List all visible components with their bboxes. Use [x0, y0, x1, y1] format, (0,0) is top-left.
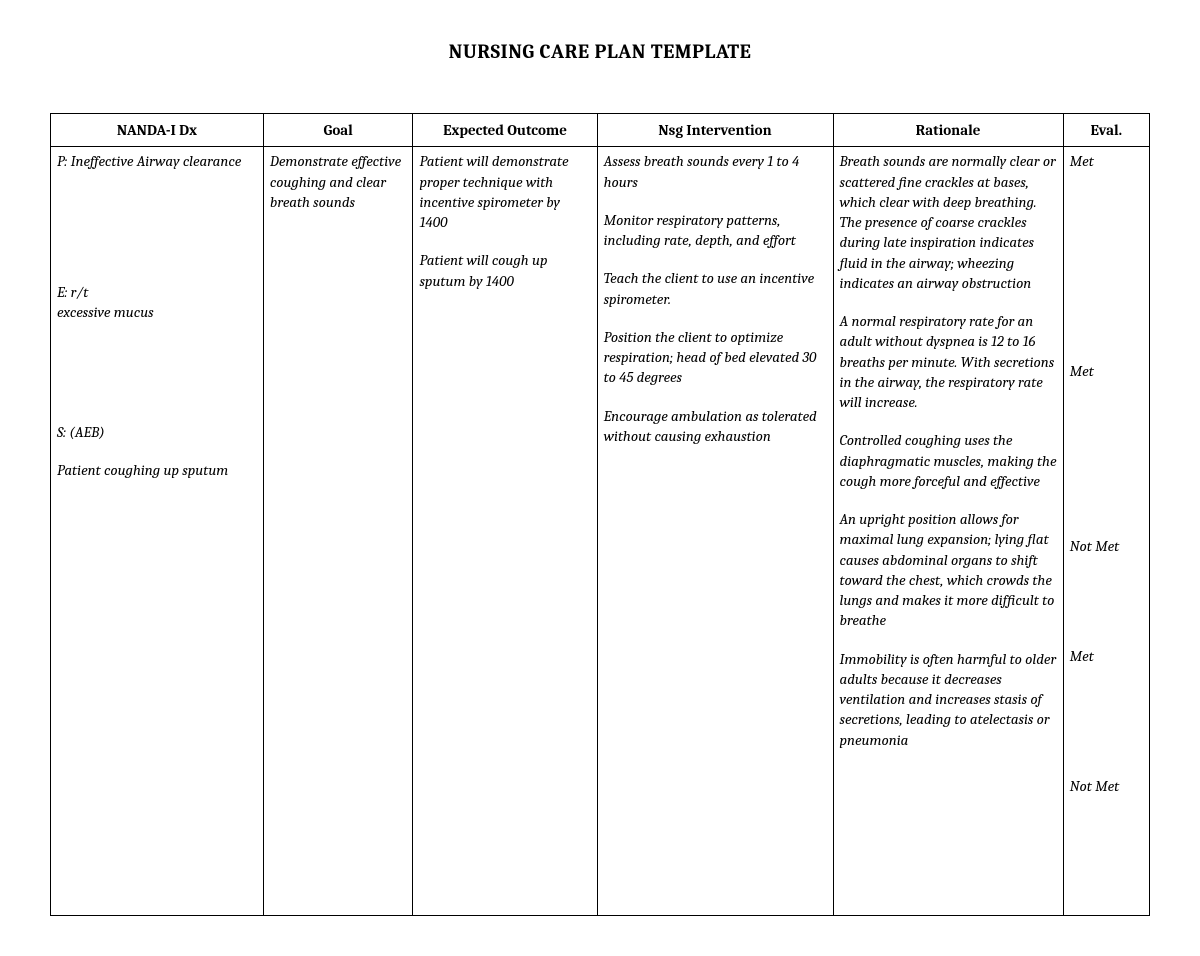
cell-goal: Demonstrate effective coughing and clear… [263, 147, 413, 916]
dx-e-text: r/t [71, 283, 89, 301]
dx-s-sub: Patient coughing up sputum [57, 460, 257, 480]
table-header-row: NANDA-I Dx Goal Expected Outcome Nsg Int… [51, 114, 1150, 147]
care-plan-table: NANDA-I Dx Goal Expected Outcome Nsg Int… [50, 113, 1150, 916]
dx-p-label: P: [57, 152, 67, 170]
rationale-text: An upright position allows for maximal l… [840, 509, 1057, 631]
cell-eval: Met Met Not Met Met Not Met [1063, 147, 1149, 916]
intervention-text: Monitor respiratory patterns, including … [604, 210, 827, 251]
dx-e-label: E: [57, 283, 67, 301]
cell-outcome: Patient will demonstrate proper techniqu… [413, 147, 597, 916]
outcome-text: Patient will demonstrate proper techniqu… [419, 151, 590, 232]
eval-text: Not Met [1070, 536, 1120, 556]
rationale-text: Immobility is often harmful to older adu… [840, 649, 1057, 750]
col-header-dx: NANDA-I Dx [51, 114, 264, 147]
rationale-text: A normal respiratory rate for an adult w… [840, 311, 1057, 412]
cell-rationale: Breath sounds are normally clear or scat… [833, 147, 1063, 916]
rationale-text: Breath sounds are normally clear or scat… [840, 151, 1057, 293]
col-header-goal: Goal [263, 114, 413, 147]
table-row: P: Ineffective Airway clearance E: r/t e… [51, 147, 1150, 916]
outcome-text: Patient will cough up sputum by 1400 [419, 250, 590, 291]
eval-text: Met [1070, 151, 1094, 171]
dx-s-label: S: [57, 423, 66, 441]
cell-intervention: Assess breath sounds every 1 to 4 hours … [597, 147, 833, 916]
dx-s-text: (AEB) [69, 423, 104, 441]
eval-text: Met [1070, 646, 1094, 666]
dx-p-text: Ineffective Airway clearance [71, 152, 242, 170]
dx-e-sub: excessive mucus [57, 302, 257, 322]
intervention-text: Encourage ambulation as tolerated withou… [604, 406, 827, 447]
intervention-text: Assess breath sounds every 1 to 4 hours [604, 151, 827, 192]
goal-text: Demonstrate effective coughing and clear… [270, 151, 407, 212]
col-header-outcome: Expected Outcome [413, 114, 597, 147]
cell-dx: P: Ineffective Airway clearance E: r/t e… [51, 147, 264, 916]
page-title: NURSING CARE PLAN TEMPLATE [50, 40, 1150, 63]
col-header-intervention: Nsg Intervention [597, 114, 833, 147]
col-header-rationale: Rationale [833, 114, 1063, 147]
intervention-text: Teach the client to use an incentive spi… [604, 268, 827, 309]
rationale-text: Controlled coughing uses the diaphragmat… [840, 430, 1057, 491]
intervention-text: Position the client to optimize respirat… [604, 327, 827, 388]
eval-text: Met [1070, 361, 1094, 381]
eval-text: Not Met [1070, 776, 1120, 796]
col-header-eval: Eval. [1063, 114, 1149, 147]
